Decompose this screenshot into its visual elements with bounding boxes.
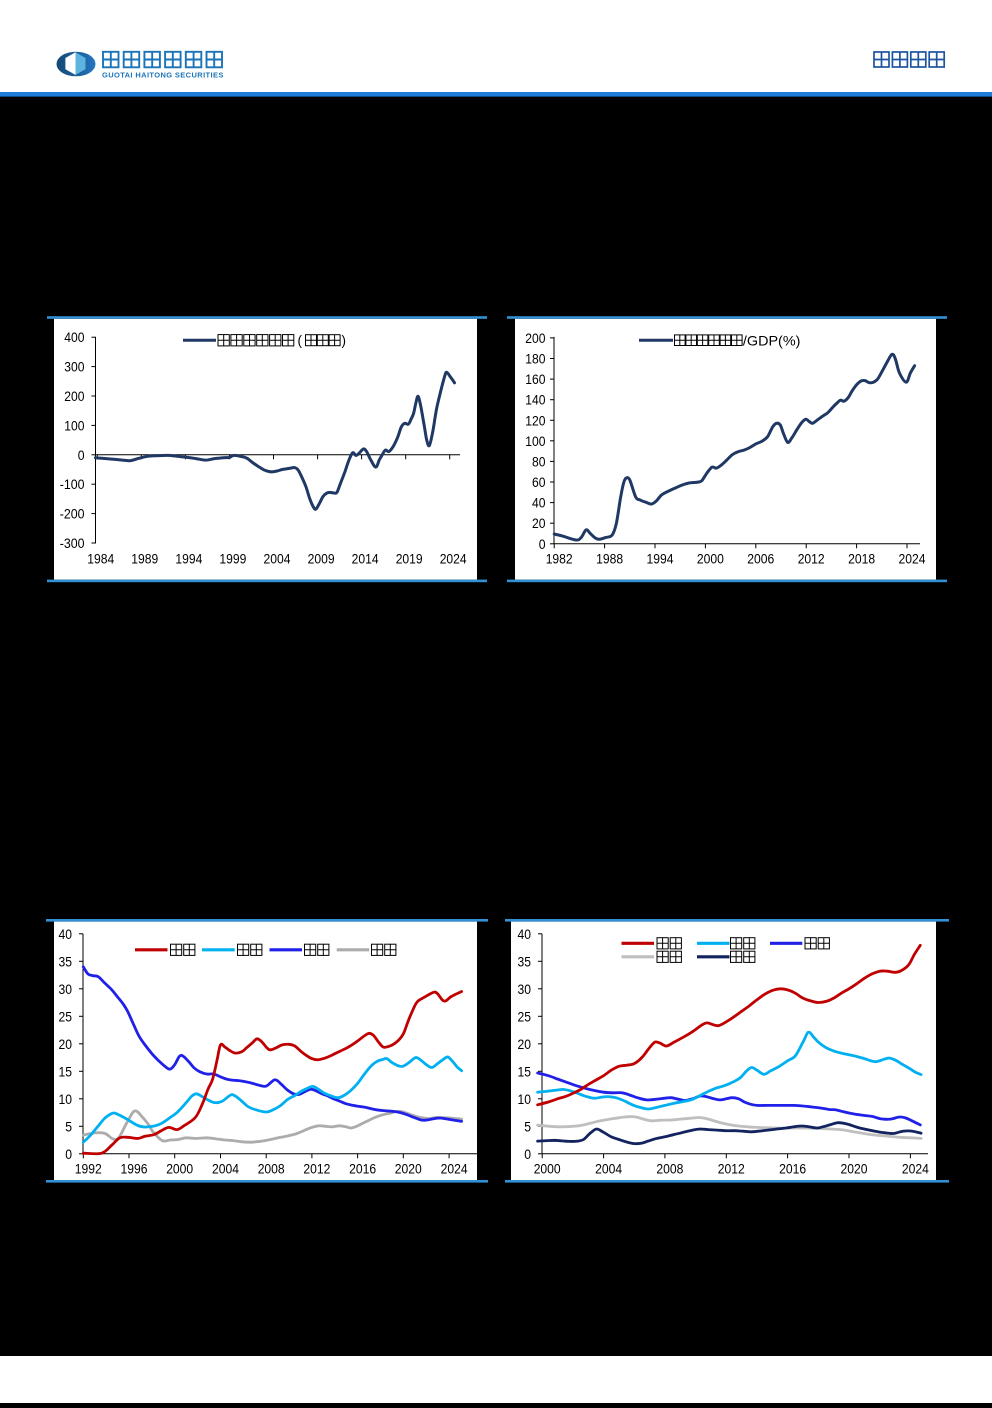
svg-text:2008: 2008	[258, 1162, 285, 1177]
svg-text:1999: 1999	[219, 551, 246, 566]
svg-text:GUOTAI HAITONG SECURITIES: GUOTAI HAITONG SECURITIES	[102, 71, 224, 80]
svg-text:1988: 1988	[596, 551, 623, 566]
svg-text:40: 40	[532, 496, 546, 511]
svg-text:): )	[342, 333, 347, 348]
svg-text:0: 0	[539, 537, 546, 552]
svg-text:40: 40	[59, 927, 73, 942]
svg-text:35: 35	[59, 954, 73, 969]
svg-text:10: 10	[59, 1092, 73, 1107]
svg-text:2000: 2000	[534, 1162, 561, 1177]
svg-text:-300: -300	[60, 536, 85, 551]
svg-text:2016: 2016	[349, 1162, 376, 1177]
svg-text:25: 25	[518, 1009, 532, 1024]
svg-text:2000: 2000	[697, 551, 724, 566]
svg-text:2004: 2004	[212, 1162, 239, 1177]
svg-text:120: 120	[525, 413, 545, 428]
svg-text:/GDP(%): /GDP(%)	[743, 332, 801, 348]
svg-text:2012: 2012	[303, 1162, 330, 1177]
svg-text:2019: 2019	[396, 551, 423, 566]
svg-text:180: 180	[525, 352, 545, 367]
svg-text:1994: 1994	[647, 551, 674, 566]
svg-text:140: 140	[525, 393, 545, 408]
svg-text:80: 80	[532, 454, 546, 469]
svg-text:30: 30	[518, 982, 532, 997]
svg-text:2012: 2012	[798, 551, 825, 566]
svg-text:35: 35	[518, 954, 532, 969]
svg-text:1984: 1984	[87, 551, 114, 566]
svg-text:0: 0	[78, 448, 85, 463]
svg-text:0: 0	[65, 1147, 72, 1162]
svg-text:100: 100	[64, 418, 84, 433]
svg-text:20: 20	[518, 1037, 532, 1052]
svg-text:200: 200	[525, 331, 545, 346]
svg-text:2004: 2004	[595, 1162, 622, 1177]
svg-text:2004: 2004	[264, 551, 291, 566]
svg-text:2000: 2000	[166, 1162, 193, 1177]
svg-text:15: 15	[59, 1064, 73, 1079]
svg-text:2009: 2009	[308, 551, 335, 566]
svg-text:2012: 2012	[718, 1162, 745, 1177]
svg-text:2018: 2018	[848, 551, 875, 566]
svg-text:40: 40	[518, 927, 532, 942]
svg-text:2020: 2020	[395, 1162, 422, 1177]
svg-text:5: 5	[524, 1119, 531, 1134]
svg-text:2024: 2024	[902, 1162, 929, 1177]
svg-text:2020: 2020	[841, 1162, 868, 1177]
svg-text:15: 15	[518, 1064, 532, 1079]
svg-text:300: 300	[64, 360, 84, 375]
svg-text:-100: -100	[60, 477, 85, 492]
svg-text:(: (	[298, 333, 303, 348]
svg-text:0: 0	[524, 1147, 531, 1162]
svg-text:1989: 1989	[131, 551, 158, 566]
svg-text:20: 20	[532, 516, 546, 531]
svg-text:60: 60	[532, 475, 546, 490]
svg-text:25: 25	[59, 1009, 73, 1024]
svg-text:2006: 2006	[747, 551, 774, 566]
svg-text:2024: 2024	[440, 551, 467, 566]
svg-text:30: 30	[59, 982, 73, 997]
svg-text:2024: 2024	[899, 551, 926, 566]
svg-text:1992: 1992	[75, 1162, 102, 1177]
svg-text:2014: 2014	[352, 551, 379, 566]
svg-text:400: 400	[64, 330, 84, 345]
svg-text:2016: 2016	[779, 1162, 806, 1177]
svg-text:200: 200	[64, 389, 84, 404]
svg-text:5: 5	[65, 1119, 72, 1134]
svg-text:1996: 1996	[121, 1162, 148, 1177]
svg-text:2008: 2008	[656, 1162, 683, 1177]
svg-text:-200: -200	[60, 507, 85, 522]
svg-text:20: 20	[59, 1037, 73, 1052]
svg-text:2024: 2024	[441, 1162, 468, 1177]
svg-text:10: 10	[518, 1092, 532, 1107]
svg-text:1982: 1982	[546, 551, 573, 566]
svg-text:100: 100	[525, 434, 545, 449]
svg-text:160: 160	[525, 372, 545, 387]
svg-text:1994: 1994	[175, 551, 202, 566]
